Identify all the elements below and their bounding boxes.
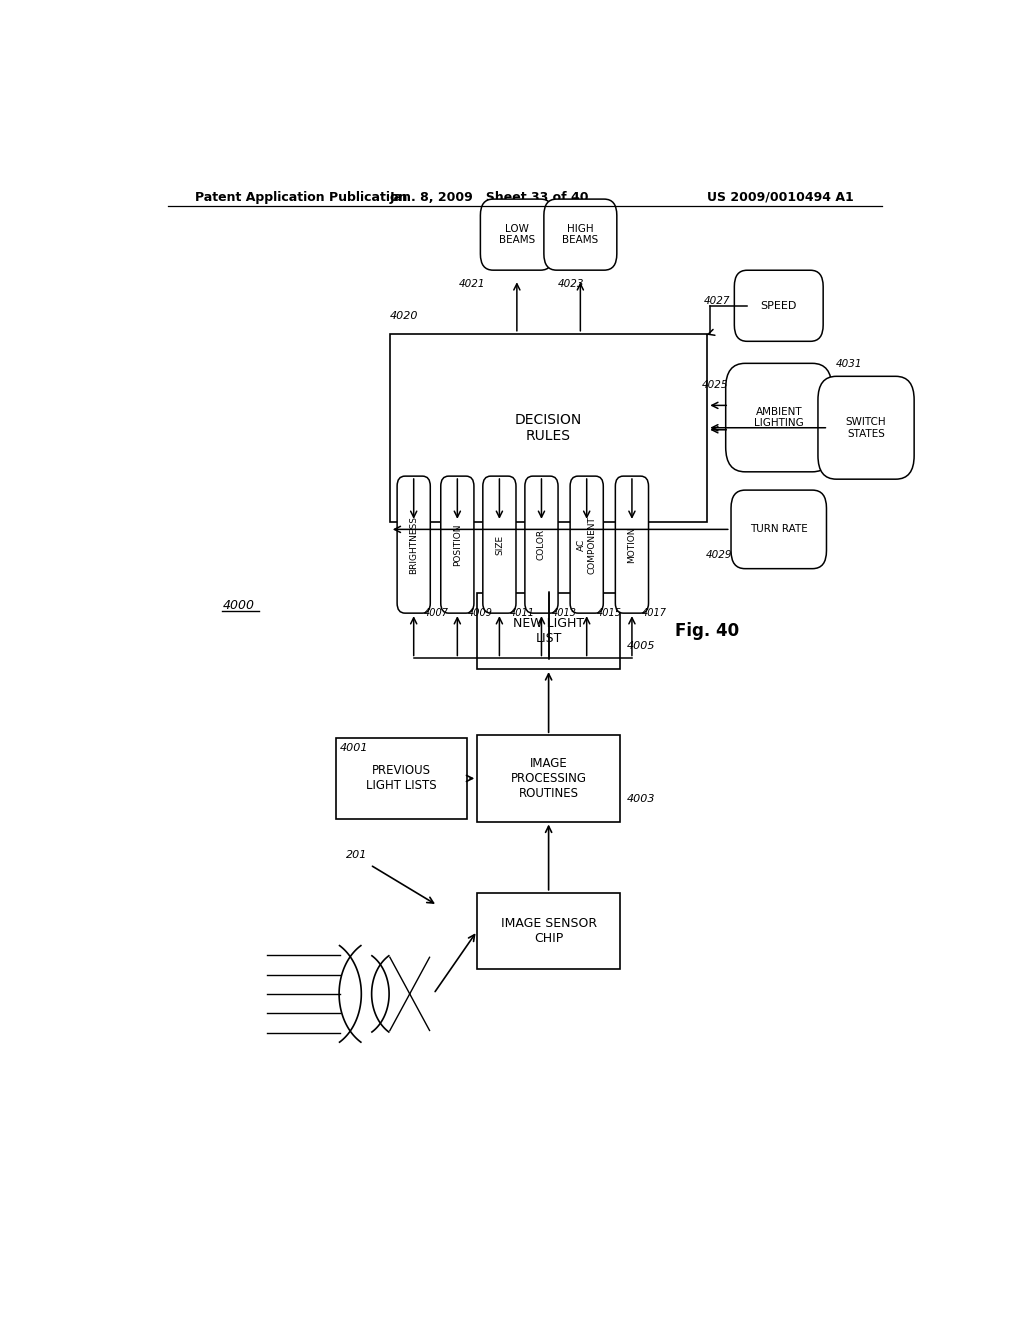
FancyBboxPatch shape: [544, 199, 616, 271]
Text: 4005: 4005: [627, 642, 655, 651]
Text: POSITION: POSITION: [453, 524, 462, 566]
Text: DECISION
RULES: DECISION RULES: [515, 413, 583, 442]
Text: LOW
BEAMS: LOW BEAMS: [499, 224, 535, 246]
Text: 4013: 4013: [552, 609, 577, 618]
Text: NEW LIGHT
LIST: NEW LIGHT LIST: [513, 616, 584, 645]
FancyBboxPatch shape: [397, 477, 430, 612]
Text: SWITCH
STATES: SWITCH STATES: [846, 417, 887, 438]
Text: HIGH
BEAMS: HIGH BEAMS: [562, 224, 598, 246]
Text: IMAGE
PROCESSING
ROUTINES: IMAGE PROCESSING ROUTINES: [511, 756, 587, 800]
Text: 201: 201: [346, 850, 368, 859]
Text: 4003: 4003: [627, 793, 655, 804]
Text: AC
COMPONENT: AC COMPONENT: [577, 516, 596, 574]
Text: SIZE: SIZE: [495, 535, 504, 554]
Text: 4017: 4017: [642, 609, 668, 618]
FancyBboxPatch shape: [477, 735, 621, 821]
Text: Fig. 40: Fig. 40: [675, 622, 739, 640]
FancyBboxPatch shape: [483, 477, 516, 612]
Text: BRIGHTNESS: BRIGHTNESS: [410, 516, 418, 574]
Text: IMAGE SENSOR
CHIP: IMAGE SENSOR CHIP: [501, 917, 597, 945]
FancyBboxPatch shape: [734, 271, 823, 342]
FancyBboxPatch shape: [726, 363, 831, 471]
Text: 4023: 4023: [558, 280, 585, 289]
Text: COLOR: COLOR: [537, 529, 546, 560]
FancyBboxPatch shape: [477, 892, 621, 969]
Text: 4001: 4001: [340, 743, 369, 752]
FancyBboxPatch shape: [477, 593, 621, 669]
Text: US 2009/0010494 A1: US 2009/0010494 A1: [708, 191, 854, 203]
FancyBboxPatch shape: [818, 376, 914, 479]
Text: 4011: 4011: [510, 609, 535, 618]
Text: 4027: 4027: [703, 296, 730, 306]
FancyBboxPatch shape: [525, 477, 558, 612]
Text: PREVIOUS
LIGHT LISTS: PREVIOUS LIGHT LISTS: [367, 764, 437, 792]
Text: 4029: 4029: [706, 550, 732, 560]
Text: 4009: 4009: [468, 609, 493, 618]
FancyBboxPatch shape: [731, 490, 826, 569]
Text: 4020: 4020: [390, 312, 419, 321]
Text: TURN RATE: TURN RATE: [750, 524, 808, 535]
FancyBboxPatch shape: [390, 334, 708, 521]
Text: SPEED: SPEED: [761, 301, 797, 310]
Text: Patent Application Publication: Patent Application Publication: [196, 191, 408, 203]
FancyBboxPatch shape: [615, 477, 648, 612]
Text: 4015: 4015: [597, 609, 622, 618]
Text: AMBIENT
LIGHTING: AMBIENT LIGHTING: [754, 407, 804, 429]
Text: MOTION: MOTION: [628, 527, 637, 562]
FancyBboxPatch shape: [570, 477, 603, 612]
Text: Jan. 8, 2009   Sheet 33 of 40: Jan. 8, 2009 Sheet 33 of 40: [389, 191, 589, 203]
FancyBboxPatch shape: [336, 738, 467, 818]
FancyBboxPatch shape: [480, 199, 553, 271]
Text: 4000: 4000: [223, 599, 255, 612]
Text: 4025: 4025: [701, 380, 728, 389]
FancyBboxPatch shape: [440, 477, 474, 612]
Text: 4021: 4021: [459, 280, 485, 289]
Text: 4031: 4031: [837, 359, 863, 370]
Text: 4007: 4007: [424, 609, 449, 618]
